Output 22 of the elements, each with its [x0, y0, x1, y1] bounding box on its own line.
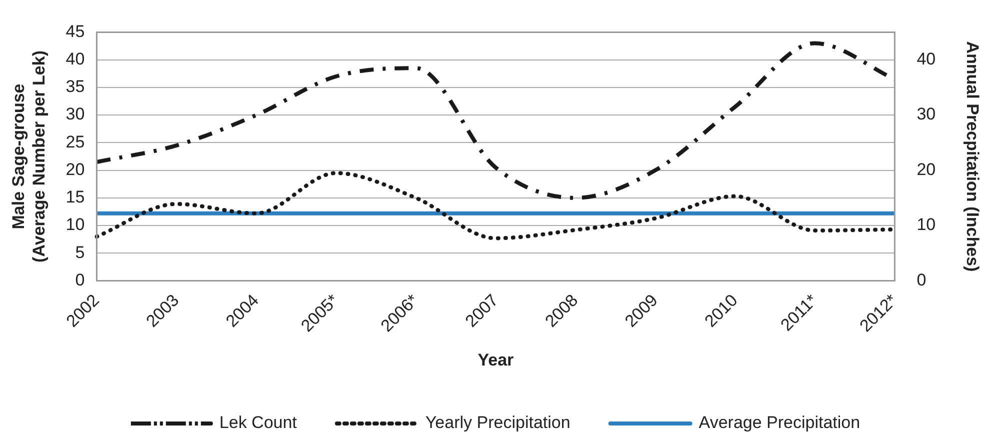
y2-tick-label: 20: [916, 160, 936, 179]
legend-label: Lek Count: [219, 413, 298, 432]
y-axis-title: Male Sage-grouse (Average Number per Lek): [8, 50, 48, 262]
y-tick-label: 0: [75, 270, 85, 290]
y2-tick-label: 30: [916, 104, 936, 124]
y-tick-label: 25: [66, 132, 85, 152]
y-tick-label: 15: [66, 188, 85, 207]
legend-label: Average Precipitation: [698, 413, 860, 432]
y-tick-label: 20: [66, 160, 85, 179]
line-series: [94, 41, 897, 200]
x-axis-title: Year: [478, 350, 514, 370]
y-tick-label: 5: [75, 242, 85, 262]
y-tick-label: 35: [66, 77, 85, 96]
y-tick-label: 45: [66, 22, 85, 41]
y2-tick-label: 40: [916, 50, 936, 69]
y-tick-label: 30: [66, 104, 85, 124]
y2-tick-label: 0: [916, 270, 926, 290]
y-tick-label: 40: [66, 50, 85, 69]
y2-axis-title: Annual Precpitation (Inches): [963, 41, 982, 272]
y2-tick-label: 10: [916, 215, 936, 234]
y-tick-label: 10: [66, 215, 85, 234]
legend-label: Yearly Precipitation: [425, 413, 570, 432]
